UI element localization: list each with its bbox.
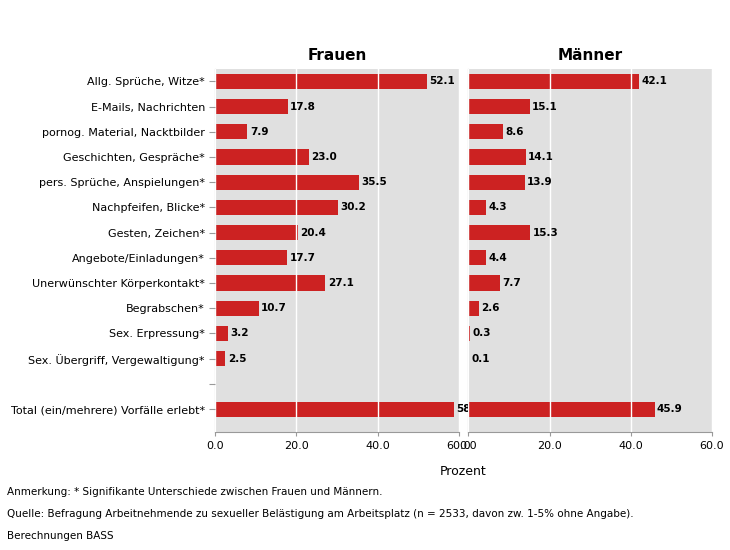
Text: 45.9: 45.9: [657, 404, 683, 414]
Text: 2.5: 2.5: [228, 354, 247, 364]
Bar: [215, 225, 298, 240]
Text: 3.2: 3.2: [231, 328, 249, 338]
Bar: [215, 175, 359, 190]
Bar: [215, 150, 309, 164]
Bar: [215, 326, 228, 341]
Bar: [215, 402, 454, 417]
Text: 30.2: 30.2: [340, 202, 366, 212]
Text: Berechnungen BASS: Berechnungen BASS: [7, 531, 114, 541]
Bar: [469, 225, 531, 240]
Text: 35.5: 35.5: [362, 177, 388, 187]
Bar: [215, 276, 326, 290]
Title: Frauen: Frauen: [307, 48, 366, 63]
Text: 2.6: 2.6: [481, 303, 500, 313]
Bar: [215, 74, 426, 89]
Text: Quelle: Befragung Arbeitnehmende zu sexueller Belästigung am Arbeitsplatz (n = 2: Quelle: Befragung Arbeitnehmende zu sexu…: [7, 509, 634, 519]
Text: 17.7: 17.7: [290, 253, 315, 263]
Text: 4.3: 4.3: [488, 202, 507, 212]
Text: 7.9: 7.9: [250, 126, 269, 137]
Text: 52.1: 52.1: [429, 76, 455, 86]
Text: 58.8: 58.8: [456, 404, 482, 414]
Text: Anmerkung: * Signifikante Unterschiede zwischen Frauen und Männern.: Anmerkung: * Signifikante Unterschiede z…: [7, 487, 383, 497]
Bar: [215, 99, 288, 114]
Bar: [469, 99, 530, 114]
Text: Prozent: Prozent: [440, 465, 487, 478]
Text: 8.6: 8.6: [506, 126, 524, 137]
Bar: [215, 351, 226, 366]
Bar: [469, 250, 486, 266]
Text: 4.4: 4.4: [488, 253, 507, 263]
Text: 42.1: 42.1: [642, 76, 667, 86]
Text: 17.8: 17.8: [290, 102, 316, 112]
Text: 15.3: 15.3: [533, 228, 558, 238]
Text: 0.3: 0.3: [472, 328, 491, 338]
Bar: [469, 402, 655, 417]
Text: 15.1: 15.1: [532, 102, 558, 112]
Bar: [469, 301, 479, 316]
Text: 10.7: 10.7: [261, 303, 287, 313]
Title: Männer: Männer: [558, 48, 623, 63]
Text: 14.1: 14.1: [528, 152, 554, 162]
Text: 23.0: 23.0: [311, 152, 337, 162]
Bar: [469, 175, 525, 190]
Bar: [469, 276, 499, 290]
Text: 27.1: 27.1: [328, 278, 353, 288]
Bar: [215, 200, 338, 215]
Text: 20.4: 20.4: [301, 228, 326, 238]
Text: 7.7: 7.7: [502, 278, 520, 288]
Bar: [215, 124, 247, 139]
Bar: [215, 301, 258, 316]
Bar: [469, 200, 486, 215]
Bar: [469, 150, 526, 164]
Text: 13.9: 13.9: [527, 177, 553, 187]
Text: 0.1: 0.1: [472, 354, 490, 364]
Bar: [215, 250, 287, 266]
Bar: [469, 124, 503, 139]
Bar: [469, 74, 639, 89]
